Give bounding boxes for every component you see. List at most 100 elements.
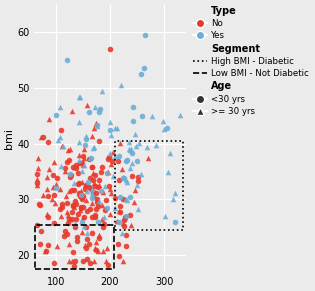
Point (66, 158, 72, 163)
Point (92, 245, 97, 250)
Point (71, 204, 76, 208)
Point (89, 187, 94, 192)
Point (124, 198, 129, 203)
Point (72, 221, 77, 226)
Point (121, 258, 126, 263)
Point (123, 178, 129, 183)
Point (118, 83, 123, 87)
Point (99, 202, 104, 207)
Point (123, 197, 128, 202)
Point (105, 262, 110, 267)
Point (131, 104, 136, 109)
Point (91, 126, 96, 130)
Point (71, 264, 76, 269)
Point (100, 217, 105, 221)
Point (83, 183, 88, 188)
Point (117, 253, 122, 258)
Point (94, 191, 99, 196)
Point (53, 201, 58, 205)
Point (83, 136, 89, 141)
Bar (115, 141, 183, 230)
Point (72, 188, 77, 193)
Point (39, 229, 44, 233)
Point (69, 109, 74, 113)
Point (60, 143, 66, 148)
Point (85, 102, 90, 107)
Point (84, 189, 89, 193)
Point (66, 148, 71, 152)
Point (87, 156, 92, 161)
Point (55, 138, 60, 143)
Point (106, 183, 112, 188)
Point (45, 243, 50, 248)
Point (82, 243, 87, 248)
Point (96, 248, 101, 253)
Point (73, 217, 78, 222)
Point (75, 171, 80, 175)
Point (127, 213, 132, 218)
Point (123, 215, 128, 219)
Point (81, 155, 86, 160)
Point (47, 116, 52, 121)
Point (131, 200, 136, 205)
Point (112, 154, 117, 159)
Point (107, 212, 112, 216)
Point (100, 189, 106, 194)
Point (104, 258, 109, 263)
Point (89, 214, 94, 219)
Point (79, 196, 84, 201)
Point (62, 228, 67, 233)
Point (64, 160, 69, 164)
Point (86, 184, 91, 189)
Point (74, 239, 79, 243)
Point (95, 184, 100, 189)
Point (67, 172, 72, 176)
Point (37, 242, 43, 246)
Point (34, 172, 39, 176)
Point (105, 170, 110, 174)
Point (34, 177, 39, 182)
Point (71, 203, 76, 207)
Point (149, 114, 154, 118)
Point (76, 180, 81, 185)
Point (114, 125, 119, 130)
Point (67, 217, 72, 221)
Point (54, 243, 59, 248)
Point (43, 249, 48, 253)
Point (100, 249, 106, 254)
Point (90, 190, 95, 195)
Point (135, 207, 140, 212)
Point (93, 105, 98, 109)
Point (127, 139, 132, 144)
Point (80, 215, 85, 219)
Point (133, 188, 138, 193)
Point (91, 194, 96, 198)
Point (45, 140, 50, 144)
Point (93, 121, 98, 126)
Point (77, 157, 82, 162)
Point (110, 159, 115, 164)
Point (57, 187, 62, 191)
Point (53, 112, 58, 117)
Point (73, 202, 78, 206)
Point (80, 168, 85, 173)
Point (173, 191, 178, 196)
Point (112, 125, 117, 130)
Point (108, 127, 113, 132)
Point (88, 156, 93, 161)
Point (101, 224, 106, 229)
Point (77, 95, 83, 100)
Point (138, 172, 143, 177)
Point (79, 161, 84, 165)
Point (57, 134, 62, 139)
Point (102, 208, 107, 212)
Point (94, 240, 99, 245)
Point (86, 180, 91, 184)
Point (87, 242, 92, 246)
Point (143, 33, 148, 37)
Point (118, 195, 123, 200)
Point (65, 210, 70, 214)
Point (61, 233, 66, 238)
Point (74, 235, 79, 239)
Point (94, 200, 99, 205)
